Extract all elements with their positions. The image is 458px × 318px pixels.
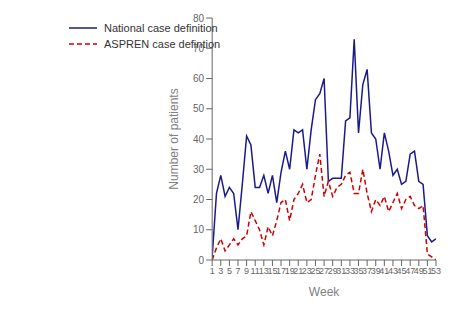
svg-text:30: 30 <box>193 164 205 175</box>
svg-text:7: 7 <box>235 266 240 276</box>
svg-text:53: 53 <box>431 266 441 276</box>
svg-text:Week: Week <box>309 285 340 299</box>
svg-text:50: 50 <box>193 103 205 114</box>
svg-text:1: 1 <box>210 266 215 276</box>
svg-text:3: 3 <box>218 266 223 276</box>
svg-text:80: 80 <box>193 13 205 24</box>
svg-text:40: 40 <box>193 134 205 145</box>
svg-text:20: 20 <box>193 194 205 205</box>
svg-text:Number of patients: Number of patients <box>167 88 181 189</box>
svg-text:70: 70 <box>193 43 205 54</box>
svg-text:60: 60 <box>193 73 205 84</box>
svg-text:0: 0 <box>199 255 205 266</box>
svg-text:9: 9 <box>244 266 249 276</box>
svg-text:10: 10 <box>193 224 205 235</box>
svg-text:5: 5 <box>227 266 232 276</box>
